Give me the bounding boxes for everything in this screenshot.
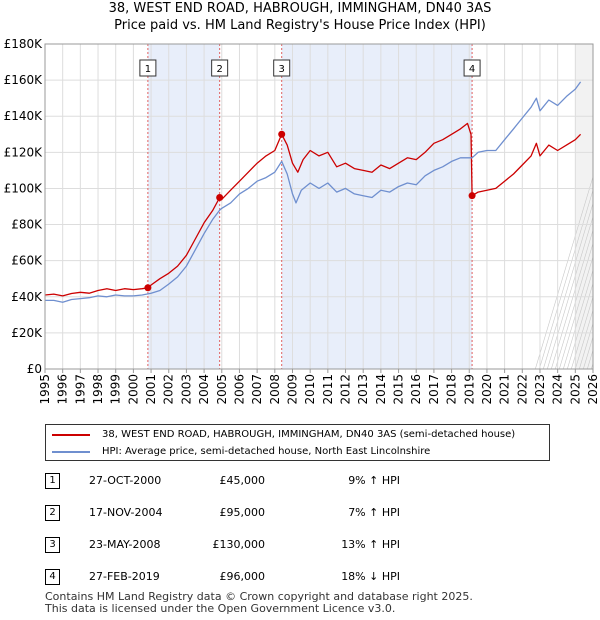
x-tick-label: 2003 <box>179 374 193 405</box>
hpi-line <box>45 81 582 303</box>
sale-number: 1 <box>45 473 60 489</box>
x-tick-label: 2009 <box>285 374 299 405</box>
legend-label-property: 38, WEST END ROAD, HABROUGH, IMMINGHAM, … <box>102 429 516 440</box>
legend-swatch-hpi <box>52 451 90 453</box>
x-tick-label: 2017 <box>427 374 441 405</box>
sale-label-box <box>139 59 157 77</box>
forecast-hatch-line <box>567 259 600 370</box>
table-row: 2 17-NOV-2004 £95,000 7% ↑ HPI <box>0 502 600 526</box>
sale-point <box>468 192 476 200</box>
sale-point <box>144 284 152 292</box>
sale-price: £95,000 <box>219 506 266 519</box>
sale-number: 2 <box>45 505 60 521</box>
legend-swatch-property <box>52 434 90 436</box>
sale-hpi-diff: 18% ↓ HPI <box>341 570 400 583</box>
x-tick-label: 2006 <box>232 374 246 405</box>
forecast-hatch-line <box>535 152 600 370</box>
x-tick-label: 2007 <box>250 374 264 405</box>
sale-label: 2 <box>216 64 222 75</box>
sale-label: 4 <box>469 64 475 75</box>
forecast-hatch-line <box>571 272 600 370</box>
forecast-hatch-line <box>563 245 600 370</box>
table-row: 3 23-MAY-2008 £130,000 13% ↑ HPI <box>0 534 600 558</box>
sale-number: 3 <box>45 537 60 553</box>
y-tick-label: £120K <box>4 145 44 159</box>
x-tick-label: 1996 <box>56 374 70 405</box>
sale-label: 3 <box>279 64 285 75</box>
x-tick-label: 2025 <box>568 374 582 405</box>
forecast-hatch-line <box>543 179 600 370</box>
copyright-notice: Contains HM Land Registry data © Crown c… <box>45 590 473 603</box>
sale-hpi-diff: 7% ↑ HPI <box>348 506 400 519</box>
sale-price: £96,000 <box>219 570 266 583</box>
y-tick-label: £160K <box>4 73 44 87</box>
x-tick-label: 1995 <box>38 374 52 405</box>
y-tick-label: £40K <box>11 290 43 304</box>
sale-date: 17-NOV-2004 <box>89 506 163 519</box>
x-tick-label: 2020 <box>480 374 494 405</box>
table-row: 1 27-OCT-2000 £45,000 9% ↑ HPI <box>0 470 600 494</box>
x-tick-label: 2000 <box>126 374 140 405</box>
forecast-hatch-line <box>539 165 600 370</box>
sale-number: 4 <box>45 569 60 585</box>
x-tick-label: 2012 <box>339 374 353 405</box>
x-tick-label: 1999 <box>109 374 123 405</box>
sale-hpi-diff: 9% ↑ HPI <box>348 474 400 487</box>
sale-date: 23-MAY-2008 <box>89 538 161 551</box>
y-tick-label: £60K <box>11 254 43 268</box>
sale-label: 1 <box>145 64 151 75</box>
y-tick-label: £0 <box>27 362 42 376</box>
shaded-period <box>147 44 220 369</box>
x-tick-label: 2011 <box>321 374 335 405</box>
y-tick-label: £100K <box>4 181 44 195</box>
plot-frame <box>44 43 594 370</box>
x-tick-label: 2001 <box>144 374 158 405</box>
sale-price: £45,000 <box>219 474 266 487</box>
y-tick-label: £80K <box>11 218 43 232</box>
sale-point <box>216 193 224 201</box>
x-tick-label: 2022 <box>515 374 529 405</box>
x-tick-label: 2024 <box>551 374 565 405</box>
legend: 38, WEST END ROAD, HABROUGH, IMMINGHAM, … <box>45 424 550 461</box>
y-tick-label: £180K <box>4 37 44 51</box>
forecast-hatch-line <box>551 205 600 370</box>
forecast-hatch-line <box>555 219 600 370</box>
x-tick-label: 2019 <box>462 374 476 405</box>
y-tick-label: £20K <box>11 326 43 340</box>
shaded-period <box>281 44 473 369</box>
x-tick-label: 2004 <box>197 374 211 405</box>
x-tick-label: 2018 <box>445 374 459 405</box>
sale-date: 27-OCT-2000 <box>89 474 162 487</box>
chart-title: 38, WEST END ROAD, HABROUGH, IMMINGHAM, … <box>108 1 492 16</box>
chart-subtitle: Price paid vs. HM Land Registry's House … <box>114 18 486 33</box>
x-tick-label: 2002 <box>162 374 176 405</box>
x-tick-label: 2008 <box>268 374 282 405</box>
x-tick-label: 2010 <box>303 374 317 405</box>
forecast-hatch-line <box>575 285 600 370</box>
x-tick-label: 2026 <box>586 374 600 405</box>
x-tick-label: 1997 <box>73 374 87 405</box>
price-paid-line <box>44 122 582 297</box>
x-tick-label: 2015 <box>392 374 406 405</box>
y-tick-label: £140K <box>4 109 44 123</box>
sale-point <box>278 130 286 138</box>
x-tick-label: 2023 <box>533 374 547 405</box>
x-tick-label: 2021 <box>498 374 512 405</box>
sale-label-box <box>273 59 291 77</box>
sale-label-box <box>211 59 229 77</box>
plot-right-mask <box>593 42 600 371</box>
sale-price: £130,000 <box>212 538 266 551</box>
sale-date: 27-FEB-2019 <box>89 570 160 583</box>
legend-label-hpi: HPI: Average price, semi-detached house,… <box>102 446 431 457</box>
licence-notice: This data is licensed under the Open Gov… <box>45 602 396 615</box>
sale-label-box <box>463 59 481 77</box>
table-row: 4 27-FEB-2019 £96,000 18% ↓ HPI <box>0 566 600 590</box>
x-tick-label: 2016 <box>409 374 423 405</box>
sale-hpi-diff: 13% ↑ HPI <box>341 538 400 551</box>
price-chart: 1 2 3 4 £0 £20K £40K £60K £80K £100K £120K £140K £1… <box>4 37 600 405</box>
x-tick-label: 2013 <box>356 374 370 405</box>
x-tick-label: 2014 <box>374 374 388 405</box>
x-tick-label: 2005 <box>215 374 229 405</box>
x-tick-label: 1998 <box>91 374 105 405</box>
